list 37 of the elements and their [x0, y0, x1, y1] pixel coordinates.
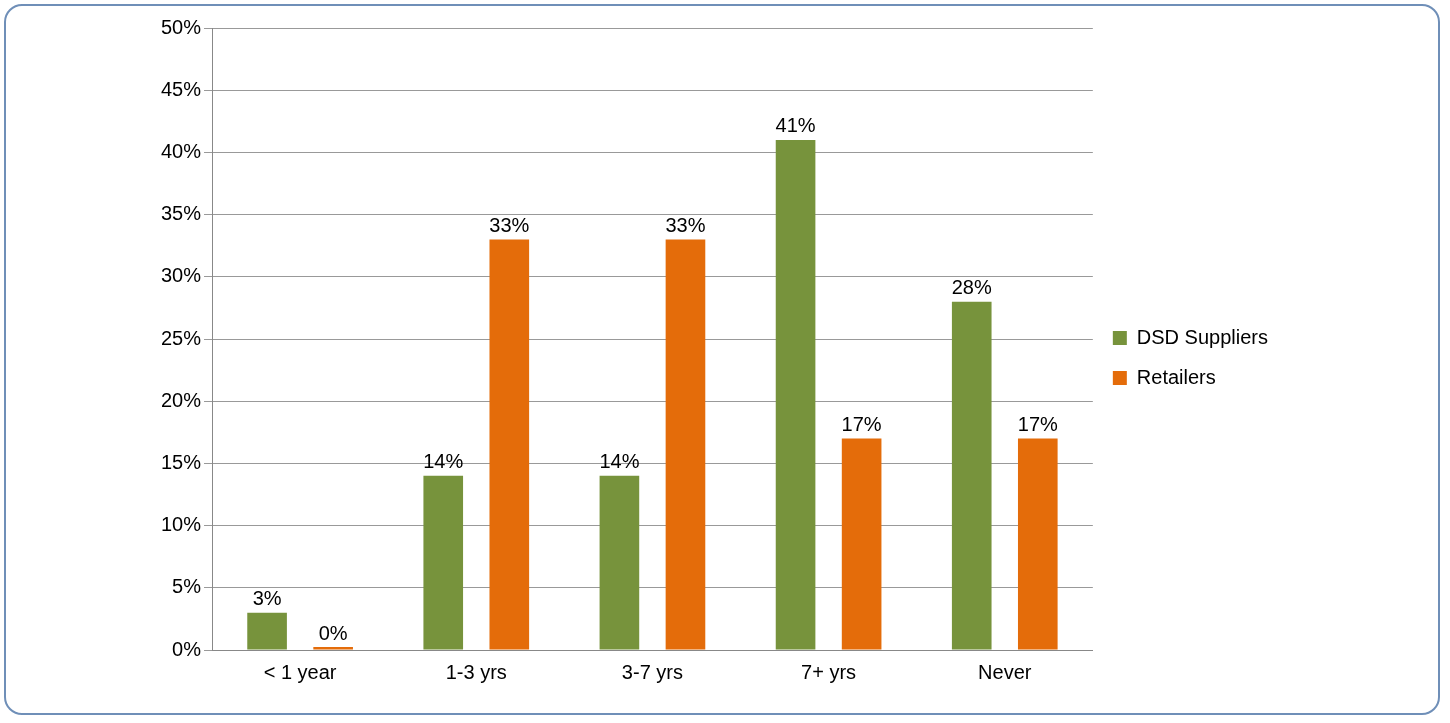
data-label: 14% — [599, 450, 640, 473]
y-tick-label: 0% — [172, 637, 202, 660]
data-label: 41% — [775, 114, 816, 137]
legend-label: Retailers — [1136, 365, 1216, 388]
x-tick-label: 3-7 yrs — [621, 660, 683, 683]
y-tick-label: 15% — [161, 450, 202, 473]
y-tick-label: 10% — [161, 513, 202, 536]
data-label: 33% — [489, 214, 530, 236]
data-label: 33% — [665, 214, 706, 236]
y-tick-label: 35% — [161, 202, 202, 225]
legend-label: DSD Suppliers — [1136, 325, 1269, 348]
data-label: 17% — [1017, 413, 1059, 436]
data-label: 28% — [951, 276, 992, 299]
y-tick-label: 50% — [161, 15, 202, 38]
bar — [775, 139, 816, 650]
x-tick-label: Never — [978, 660, 1032, 683]
bar — [423, 475, 464, 650]
bar — [599, 475, 640, 650]
y-tick-label: 30% — [161, 264, 202, 287]
bar — [665, 239, 706, 650]
x-tick-label: 7+ yrs — [801, 660, 857, 683]
bar — [489, 239, 530, 650]
bar — [247, 612, 287, 650]
bar — [1017, 438, 1058, 650]
x-tick-label: < 1 year — [263, 660, 337, 683]
data-label: 0% — [318, 621, 348, 644]
bar — [841, 438, 882, 650]
data-label: 17% — [841, 413, 882, 436]
y-tick-label: 45% — [161, 77, 202, 100]
y-tick-label: 40% — [161, 139, 202, 162]
data-label: 14% — [423, 450, 464, 473]
y-tick-label: 20% — [161, 388, 202, 411]
data-label: 3% — [252, 587, 282, 610]
y-tick-label: 5% — [172, 575, 202, 598]
x-tick-label: 1-3 yrs — [445, 660, 507, 683]
y-tick-label: 25% — [161, 326, 202, 349]
bar — [951, 301, 992, 650]
